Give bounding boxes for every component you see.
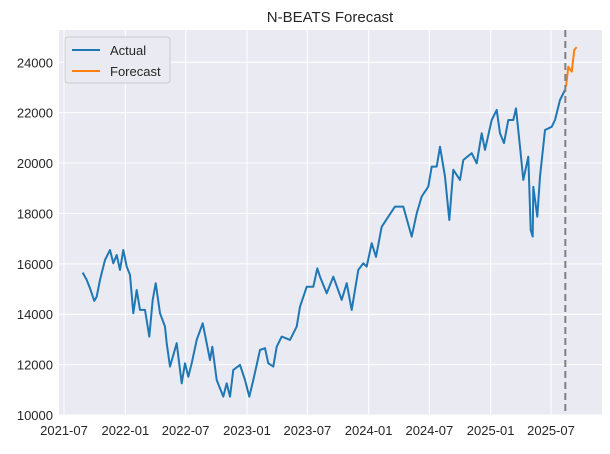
x-tick-label: 2024-07 — [405, 423, 453, 438]
legend: Actual Forecast — [64, 36, 171, 84]
grid — [59, 30, 602, 416]
x-tick-label: 2022-01 — [101, 423, 149, 438]
x-tick-label: 2024-01 — [345, 423, 393, 438]
x-tick-label: 2023-01 — [223, 423, 271, 438]
x-axis-ticks: 2021-07 2022-01 2022-07 2023-01 2023-07 2024-… — [40, 423, 575, 438]
x-tick-label: 2021-07 — [40, 423, 88, 438]
y-tick-label: 18000 — [17, 206, 53, 221]
plot-area — [59, 30, 602, 415]
series-line-forecast — [565, 46, 578, 87]
y-tick-label: 24000 — [17, 55, 53, 70]
chart-title: N-BEATS Forecast — [267, 9, 394, 26]
series-lines — [81, 46, 578, 398]
legend-label-actual: Actual — [110, 43, 146, 58]
x-tick-label: 2023-07 — [283, 423, 331, 438]
y-tick-label: 12000 — [17, 358, 53, 373]
legend-label-forecast: Forecast — [110, 64, 161, 79]
y-tick-label: 10000 — [17, 408, 53, 423]
y-tick-label: 20000 — [17, 156, 53, 171]
y-tick-label: 22000 — [17, 106, 53, 121]
y-tick-label: 14000 — [17, 307, 53, 322]
x-tick-label: 2025-01 — [467, 423, 515, 438]
series-line-actual — [81, 89, 566, 398]
x-tick-label: 2022-07 — [162, 423, 210, 438]
y-tick-label: 16000 — [17, 257, 53, 272]
x-tick-label: 2025-07 — [527, 423, 575, 438]
y-axis-ticks: 10000 12000 14000 16000 18000 20000 22000 24000 — [17, 55, 53, 423]
